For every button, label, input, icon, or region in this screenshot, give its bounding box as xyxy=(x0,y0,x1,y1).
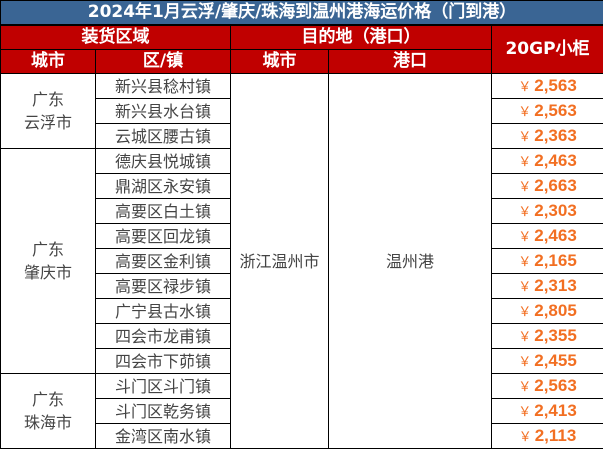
currency-symbol: ￥ xyxy=(518,104,531,119)
price-cell: ￥2,303 xyxy=(492,199,603,224)
currency-symbol: ￥ xyxy=(518,79,531,94)
town-cell: 四会市龙甫镇 xyxy=(96,324,231,349)
origin-city-cell: 广东珠海市 xyxy=(1,374,96,449)
currency-symbol: ￥ xyxy=(518,154,531,169)
price-value: 2,805 xyxy=(534,301,577,320)
price-value: 2,563 xyxy=(534,101,577,120)
province: 广东 xyxy=(32,240,64,259)
town-cell: 金湾区南水镇 xyxy=(96,424,231,449)
province: 广东 xyxy=(32,390,64,409)
city: 肇庆市 xyxy=(24,263,72,282)
price-value: 2,113 xyxy=(535,426,577,445)
currency-symbol: ￥ xyxy=(518,179,531,194)
price-value: 2,413 xyxy=(534,401,577,420)
price-value: 2,363 xyxy=(534,126,577,145)
price-cell: ￥2,463 xyxy=(492,224,603,249)
price-value: 2,463 xyxy=(534,151,577,170)
city: 云浮市 xyxy=(24,113,72,132)
town-cell: 新兴县稔村镇 xyxy=(96,74,231,99)
currency-symbol: ￥ xyxy=(518,329,531,344)
province: 广东 xyxy=(32,90,64,109)
currency-symbol: ￥ xyxy=(518,254,531,269)
price-cell: ￥2,663 xyxy=(492,174,603,199)
price-cell: ￥2,165 xyxy=(492,249,603,274)
town-cell: 德庆县悦城镇 xyxy=(96,149,231,174)
price-cell: ￥2,563 xyxy=(492,74,603,99)
price-cell: ￥2,113 xyxy=(492,424,603,449)
currency-symbol: ￥ xyxy=(518,204,531,219)
price-cell: ￥2,463 xyxy=(492,149,603,174)
town-cell: 广宁县古水镇 xyxy=(96,299,231,324)
price-value: 2,165 xyxy=(534,251,577,270)
town-cell: 高要区回龙镇 xyxy=(96,224,231,249)
price-value: 2,455 xyxy=(534,351,577,370)
currency-symbol: ￥ xyxy=(519,429,532,444)
town-cell: 云城区腰古镇 xyxy=(96,124,231,149)
currency-symbol: ￥ xyxy=(518,354,531,369)
town-cell: 鼎湖区永安镇 xyxy=(96,174,231,199)
price-cell: ￥2,563 xyxy=(492,374,603,399)
table-row: 广东云浮市新兴县稔村镇浙江温州市温州港￥2,563 xyxy=(1,74,603,99)
currency-symbol: ￥ xyxy=(518,304,531,319)
header-price-20gp: 20GP小柜 xyxy=(492,25,603,74)
price-value: 2,563 xyxy=(534,76,577,95)
price-value: 2,313 xyxy=(534,276,577,295)
currency-symbol: ￥ xyxy=(518,129,531,144)
town-cell: 新兴县水台镇 xyxy=(96,99,231,124)
price-cell: ￥2,563 xyxy=(492,99,603,124)
header-dest-city: 城市 xyxy=(231,50,329,74)
town-cell: 高要区白土镇 xyxy=(96,199,231,224)
origin-city-cell: 广东云浮市 xyxy=(1,74,96,149)
currency-symbol: ￥ xyxy=(518,404,531,419)
town-cell: 四会市下茆镇 xyxy=(96,349,231,374)
header-port: 港口 xyxy=(329,50,492,74)
dest-city-cell: 浙江温州市 xyxy=(231,74,329,449)
currency-symbol: ￥ xyxy=(518,229,531,244)
table-title: 2024年1月云浮/肇庆/珠海到温州港海运价格（门到港） xyxy=(1,1,603,26)
town-cell: 斗门区斗门镇 xyxy=(96,374,231,399)
currency-symbol: ￥ xyxy=(518,379,531,394)
town-cell: 高要区禄步镇 xyxy=(96,274,231,299)
price-cell: ￥2,363 xyxy=(492,124,603,149)
currency-symbol: ￥ xyxy=(518,279,531,294)
header-district-town: 区/镇 xyxy=(96,50,231,74)
header-city: 城市 xyxy=(1,50,96,74)
price-value: 2,663 xyxy=(534,176,577,195)
price-value: 2,463 xyxy=(534,226,577,245)
price-cell: ￥2,313 xyxy=(492,274,603,299)
origin-city-cell: 广东肇庆市 xyxy=(1,149,96,374)
town-cell: 斗门区乾务镇 xyxy=(96,399,231,424)
price-cell: ￥2,413 xyxy=(492,399,603,424)
header-loading-area: 装货区域 xyxy=(1,25,231,50)
price-value: 2,303 xyxy=(534,201,577,220)
town-cell: 高要区金利镇 xyxy=(96,249,231,274)
price-cell: ￥2,355 xyxy=(492,324,603,349)
header-destination: 目的地（港口） xyxy=(231,25,492,50)
price-cell: ￥2,805 xyxy=(492,299,603,324)
price-value: 2,355 xyxy=(534,326,577,345)
dest-port-cell: 温州港 xyxy=(329,74,492,449)
price-cell: ￥2,455 xyxy=(492,349,603,374)
city: 珠海市 xyxy=(24,413,72,432)
price-value: 2,563 xyxy=(534,376,577,395)
